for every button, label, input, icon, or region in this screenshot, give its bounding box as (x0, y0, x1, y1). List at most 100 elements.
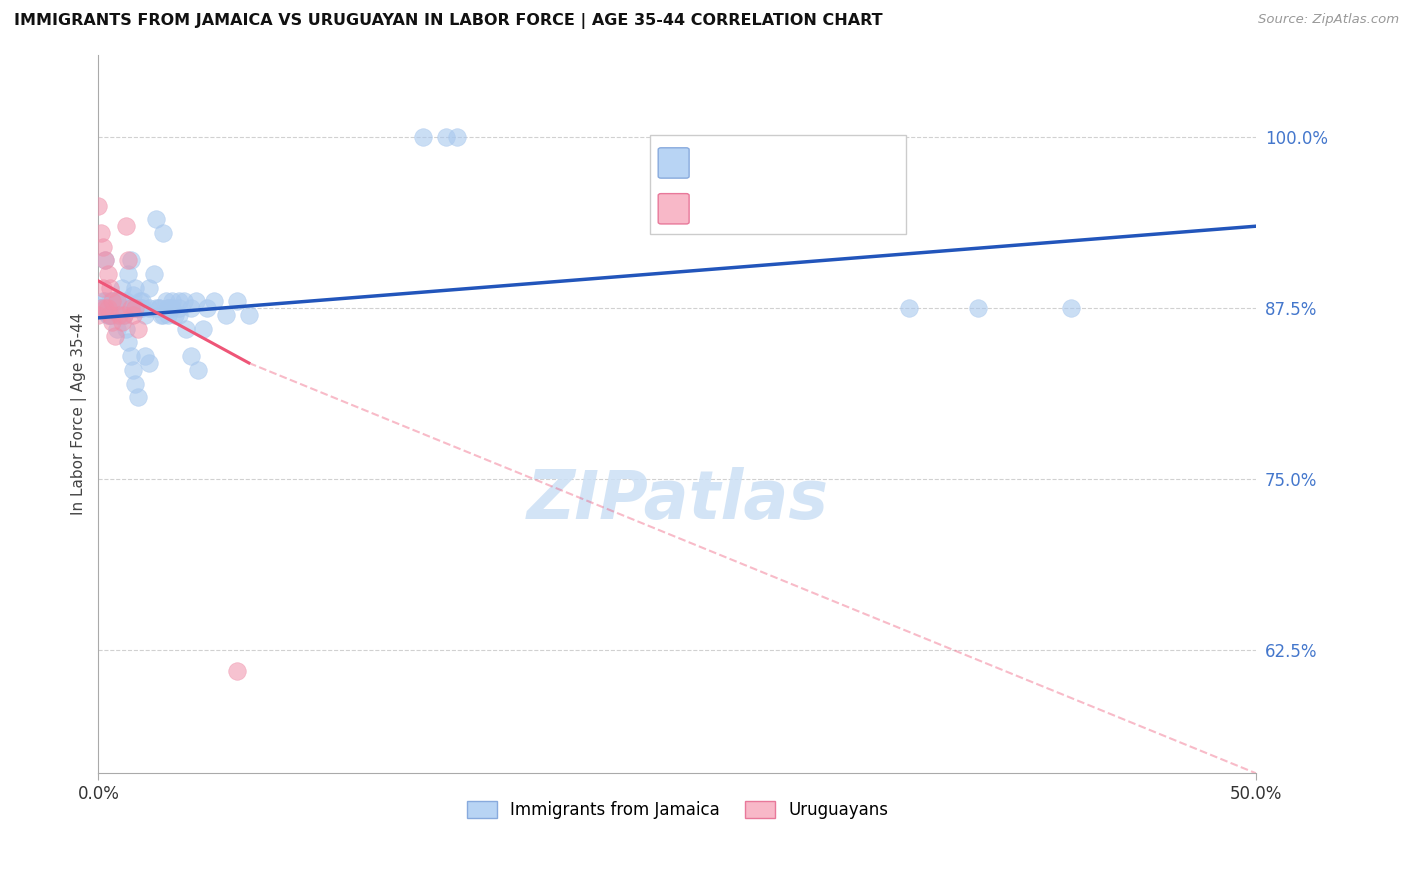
Point (98, 308, 121, 322)
Point (101, 315, 124, 329)
Text: R = -0.208   N = 27: R = -0.208 N = 27 (696, 202, 869, 216)
Point (138, 301, 160, 316)
Y-axis label: In Labor Force | Age 35-44: In Labor Force | Age 35-44 (72, 313, 87, 516)
Point (103, 301, 125, 316)
Point (105, 301, 128, 316)
Point (152, 308, 174, 322)
Point (115, 219, 138, 234)
Point (105, 322, 128, 336)
Point (134, 308, 156, 322)
Point (91, 301, 114, 316)
Point (97, 308, 120, 322)
Point (138, 281, 160, 295)
Point (90, 301, 112, 316)
Point (110, 301, 132, 316)
Point (98, 308, 121, 322)
Text: Source: ZipAtlas.com: Source: ZipAtlas.com (1258, 13, 1399, 27)
Point (152, 226, 174, 240)
Point (898, 301, 921, 316)
Text: ZIPatlas: ZIPatlas (526, 467, 828, 533)
Point (124, 301, 146, 316)
Point (122, 308, 145, 322)
Point (187, 363, 209, 377)
Point (87, 199, 110, 213)
Point (87, 301, 110, 316)
Point (97, 308, 120, 322)
Point (127, 390, 149, 404)
Point (108, 308, 131, 322)
Point (112, 308, 135, 322)
Point (195, 301, 218, 316)
Point (145, 212, 167, 227)
Point (97, 267, 120, 281)
Point (98, 281, 121, 295)
Point (169, 294, 191, 309)
Point (127, 301, 149, 316)
Point (105, 294, 128, 309)
Point (87, 301, 110, 316)
Point (162, 294, 184, 309)
Point (117, 253, 139, 268)
Point (120, 253, 142, 268)
Point (169, 308, 191, 322)
Point (101, 294, 124, 309)
Point (91, 240, 114, 254)
Point (103, 328, 125, 343)
Point (101, 294, 124, 309)
Point (131, 301, 153, 316)
Point (434, 130, 457, 145)
Point (412, 130, 434, 145)
Point (101, 301, 124, 316)
Point (112, 308, 135, 322)
Point (967, 301, 990, 316)
Point (97, 301, 120, 316)
Point (1060, 301, 1083, 316)
Point (98, 308, 121, 322)
Point (94, 253, 117, 268)
Point (176, 322, 198, 336)
Text: IMMIGRANTS FROM JAMAICA VS URUGUAYAN IN LABOR FORCE | AGE 35-44 CORRELATION CHAR: IMMIGRANTS FROM JAMAICA VS URUGUAYAN IN … (14, 13, 883, 29)
Point (103, 294, 125, 309)
Point (142, 267, 165, 281)
Point (148, 301, 170, 316)
Point (108, 294, 131, 309)
Point (145, 301, 167, 316)
Point (155, 294, 177, 309)
Legend: Immigrants from Jamaica, Uruguayans: Immigrants from Jamaica, Uruguayans (460, 795, 894, 826)
Point (124, 281, 146, 295)
Point (112, 301, 135, 316)
Point (91, 281, 114, 295)
Point (94, 253, 117, 268)
Point (134, 349, 156, 363)
Point (110, 315, 132, 329)
Point (127, 322, 149, 336)
Point (90, 226, 112, 240)
Point (122, 287, 145, 301)
Point (108, 308, 131, 322)
Point (124, 376, 146, 391)
Point (156, 301, 179, 316)
Point (103, 308, 125, 322)
Point (180, 301, 202, 316)
Point (215, 308, 238, 322)
Point (117, 335, 139, 350)
Point (120, 301, 142, 316)
Point (120, 349, 142, 363)
Text: R =   0.145   N = 92: R = 0.145 N = 92 (696, 155, 879, 170)
Point (169, 301, 191, 316)
Point (226, 664, 249, 678)
Point (226, 294, 249, 309)
Point (131, 294, 153, 309)
Point (115, 301, 138, 316)
Point (87, 308, 110, 322)
Point (129, 301, 152, 316)
Point (184, 294, 207, 309)
Point (163, 308, 186, 322)
Point (191, 322, 214, 336)
Point (138, 356, 160, 370)
Point (90, 301, 112, 316)
Point (117, 267, 139, 281)
Point (98, 294, 121, 309)
Point (122, 301, 145, 316)
Point (202, 294, 225, 309)
